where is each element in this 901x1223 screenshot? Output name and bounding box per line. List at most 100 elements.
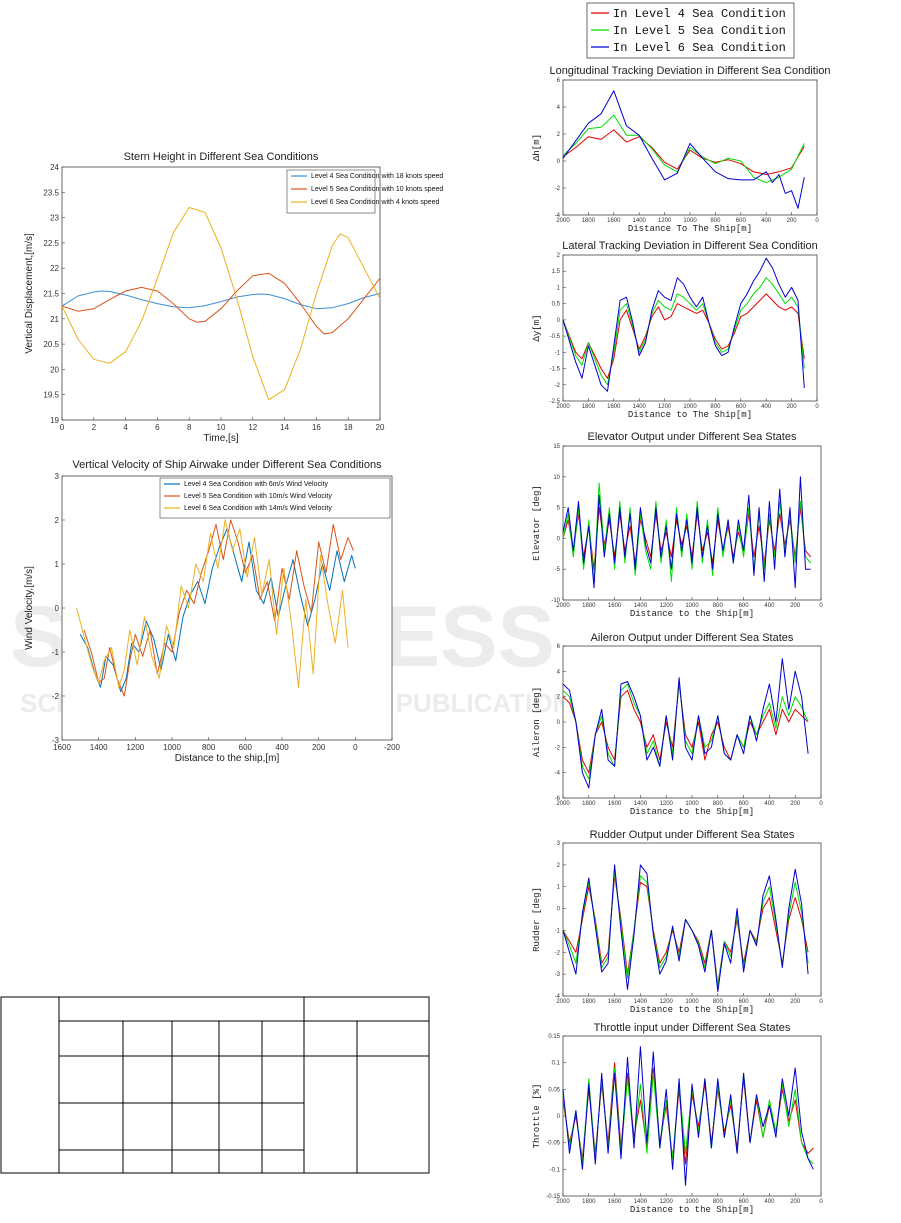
x-tick-label: 1800 [582,1199,596,1205]
y-tick-label: 2 [557,863,561,869]
x-tick-label: 1800 [582,404,596,410]
y-axis-label: Vertical Displacement,[m/s] [24,233,35,354]
y-tick-label: 24 [50,163,59,172]
series-line-3 [562,864,809,993]
x-tick-label: 800 [713,603,724,609]
x-tick-label: 0 [353,743,358,752]
x-tick-label: 4 [123,423,128,432]
y-tick-label: 10 [553,475,560,481]
x-axis-label: Distance to the Ship[m] [630,1205,754,1215]
y-tick-label: 19 [50,416,59,425]
chart-title: Aileron Output under Different Sea State… [591,632,794,644]
y-tick-label: 22 [50,264,59,273]
y-tick-label: -0.5 [550,334,561,340]
x-tick-label: 200 [312,743,326,752]
x-tick-label: 1800 [582,801,596,807]
x-tick-label: 8 [187,423,192,432]
y-axis-label: Elevator [deg] [532,485,542,561]
series-line-2 [562,482,812,582]
y-tick-label: -2 [52,692,60,701]
empty-table [0,996,430,1174]
x-tick-label: 0 [60,423,65,432]
y-tick-label: 0.1 [552,1061,561,1067]
plot-area [562,645,822,799]
y-axis-label: Δy[m] [532,314,542,341]
y-axis-label: Throttle [%] [532,1084,542,1149]
top-legend-label: In Level 5 Sea Condition [613,24,786,38]
x-tick-label: 1000 [685,603,699,609]
chart-stern: 0 2 4 6 8 10 12 14 16 18 201919.52020.52121.52222.… [24,151,443,444]
x-tick-label: 2 [92,423,97,432]
x-tick-label: 200 [790,999,801,1005]
x-tick-label: 600 [736,218,747,224]
x-axis-label: Distance to the Ship[m] [630,609,754,619]
x-tick-label: 1200 [660,999,674,1005]
y-tick-label: -3 [555,972,561,978]
legend-label: Level 5 Sea Condition with 10 knots spee… [311,186,443,193]
y-tick-label: -4 [555,994,561,1000]
charts-layer: 0 2 4 6 8 10 12 14 16 18 201919.52020.52121.52222.… [24,65,831,1215]
x-tick-label: 1400 [90,743,108,752]
x-tick-label: 14 [280,423,289,432]
legend-label: Level 6 Sea Condition with 4 knots speed [311,199,440,206]
x-tick-label: 1400 [634,801,648,807]
x-tick-label: 1200 [658,218,672,224]
x-tick-label: 1600 [608,999,622,1005]
x-tick-label: 800 [710,404,721,410]
y-axis-label: Aileron [deg] [532,687,542,757]
x-tick-label: 200 [787,218,798,224]
x-tick-label: 600 [239,743,253,752]
chart-lateral: 2000 1800 1600 1400 1200 1000 800 600 400 200 0-2.… [532,240,819,420]
x-tick-label: 0 [819,603,823,609]
chart-rudder: 2000 1800 1600 1400 1200 1000 800 600 400 200 0-4-… [532,829,823,1015]
series-line-2 [562,277,805,386]
chart-aileron: 2000 1800 1600 1400 1200 1000 800 600 400 200 0-6-… [532,632,823,817]
y-tick-label: 20 [50,365,59,374]
x-tick-label: 2000 [556,999,570,1005]
top-legend-label: In Level 6 Sea Condition [613,41,786,55]
series-line-1 [61,290,381,310]
y-tick-label: 0 [557,720,561,726]
x-tick-label: 2000 [556,1199,570,1205]
x-tick-label: 18 [344,423,353,432]
y-tick-label: 20.5 [43,340,59,349]
x-tick-label: 20 [376,423,385,432]
legend-box [159,477,391,519]
plot-area [562,1035,822,1197]
x-tick-label: 2000 [556,218,570,224]
y-tick-label: -2 [555,950,561,956]
y-tick-label: 2 [557,695,561,701]
chart-airwake: 1600 1400 1200 1000 800 600 400 200 0 -200 -3 -2 -1 0… [24,459,401,764]
x-tick-label: 2000 [556,603,570,609]
y-tick-label: 15 [553,444,560,450]
x-tick-label: 1000 [685,801,699,807]
x-tick-label: 1600 [608,1199,622,1205]
x-axis-label: Distance to the Ship[m] [630,1005,754,1015]
x-tick-label: 400 [764,999,775,1005]
x-tick-label: 200 [790,603,801,609]
series-line-3 [76,519,349,688]
x-tick-label: 1000 [685,1199,699,1205]
x-tick-label: 400 [764,1199,775,1205]
y-tick-label: 5 [557,506,561,512]
x-tick-label: 1400 [633,404,647,410]
chart-title: Elevator Output under Different Sea Stat… [588,431,797,443]
x-tick-label: 1600 [608,603,622,609]
chart-title: Stern Height in Different Sea Conditions [124,151,319,163]
y-tick-label: 6 [557,78,561,84]
top-legend-label: In Level 4 Sea Condition [613,7,786,21]
x-tick-label: 1000 [683,404,697,410]
y-tick-label: -1 [555,928,561,934]
chart-longitudinal: 2000 1800 1600 1400 1200 1000 800 600 400 200 0-4-… [532,65,831,234]
series-line-3 [562,90,805,209]
y-tick-label: -2 [555,745,561,751]
y-tick-label: 1 [557,285,561,291]
y-tick-label: 22.5 [43,239,59,248]
x-tick-label: 6 [155,423,160,432]
chart-elevator: 2000 1800 1600 1400 1200 1000 800 600 400 200 0-10… [532,431,823,619]
x-tick-label: 400 [761,218,772,224]
x-tick-label: 200 [787,404,798,410]
x-tick-label: -200 [384,743,401,752]
y-tick-label: 0.05 [548,1087,560,1093]
x-axis-label: Distance to the ship,[m] [175,753,280,764]
